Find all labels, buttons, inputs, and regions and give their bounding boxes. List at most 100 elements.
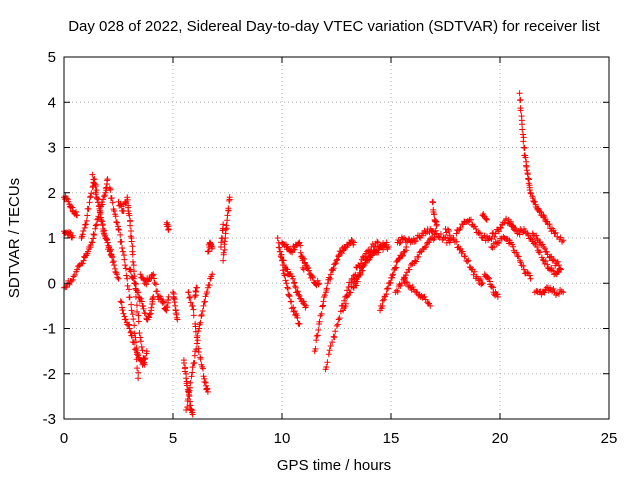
data-point: [129, 258, 136, 265]
data-point: [172, 302, 179, 309]
data-point: [137, 338, 144, 345]
data-point: [327, 271, 334, 278]
data-point: [187, 299, 194, 306]
data-point: [397, 282, 404, 289]
data-point: [148, 304, 155, 311]
data-point: [218, 239, 225, 246]
data-point: [197, 319, 204, 326]
data-point: [556, 265, 563, 272]
data-point: [318, 310, 325, 317]
data-point: [287, 248, 294, 255]
data-point: [206, 282, 213, 289]
data-point: [85, 205, 92, 212]
data-point: [224, 212, 231, 219]
data-point: [165, 225, 172, 232]
data-point: [515, 253, 522, 260]
data-point: [300, 266, 307, 273]
data-point: [123, 272, 130, 279]
data-point: [309, 274, 316, 281]
data-point: [149, 272, 156, 279]
data-point: [324, 359, 331, 366]
data-point: [189, 364, 196, 371]
data-point: [69, 276, 76, 283]
data-point: [488, 235, 495, 242]
data-point: [353, 282, 360, 289]
data-point: [118, 299, 125, 306]
data-point: [128, 307, 135, 314]
data-points: [61, 90, 567, 418]
data-point: [200, 365, 207, 372]
data-point: [133, 280, 140, 287]
data-point: [69, 232, 76, 239]
data-point: [470, 271, 477, 278]
data-point: [330, 333, 337, 340]
data-point: [477, 276, 484, 283]
data-point: [520, 262, 527, 269]
data-point: [516, 231, 523, 238]
data-point: [559, 238, 566, 245]
data-point: [551, 289, 558, 296]
data-point: [74, 212, 81, 219]
data-point: [189, 411, 196, 418]
data-point: [125, 322, 132, 329]
data-point: [524, 269, 531, 276]
data-point: [427, 302, 434, 309]
data-point: [456, 246, 463, 253]
data-point: [117, 298, 124, 305]
data-point: [74, 266, 81, 273]
data-point: [284, 285, 291, 292]
data-point: [379, 302, 386, 309]
data-point: [127, 268, 134, 275]
data-point: [89, 184, 96, 191]
data-point: [113, 269, 120, 276]
data-point: [495, 239, 502, 246]
data-point: [510, 243, 517, 250]
data-point: [289, 275, 296, 282]
data-point: [170, 289, 176, 296]
data-point: [145, 278, 152, 285]
data-point: [109, 259, 116, 266]
data-point: [510, 224, 517, 231]
data-point: [534, 235, 541, 242]
x-tick-label: 0: [60, 430, 68, 447]
data-point: [316, 280, 323, 287]
data-point: [412, 238, 419, 245]
data-point: [481, 232, 488, 239]
data-point: [379, 297, 386, 304]
data-point: [111, 262, 118, 269]
data-point: [390, 271, 397, 278]
data-point: [283, 280, 290, 287]
data-point: [205, 248, 212, 255]
data-point: [304, 264, 311, 271]
axis-ticks: 0 5 10 15 20 25 -3 -2 -1 0 1 2 3 4 5: [43, 49, 618, 447]
y-tick-label: 5: [48, 49, 56, 66]
data-point: [128, 301, 135, 308]
data-point: [173, 311, 180, 318]
data-point: [191, 359, 198, 366]
data-point: [327, 342, 334, 349]
data-point: [209, 244, 216, 251]
data-point: [159, 299, 166, 306]
data-point: [137, 295, 144, 302]
data-point: [550, 285, 557, 292]
y-tick-label: -2: [43, 366, 56, 383]
data-point: [80, 227, 87, 234]
data-point: [555, 291, 562, 298]
data-point: [542, 257, 549, 264]
data-point: [149, 295, 156, 302]
data-point: [83, 217, 90, 224]
data-point: [192, 328, 199, 335]
data-point: [525, 231, 532, 238]
data-point: [401, 275, 408, 282]
data-point: [300, 298, 307, 305]
data-point: [495, 228, 502, 235]
data-point: [445, 228, 452, 235]
data-point: [523, 167, 530, 174]
data-point: [374, 238, 381, 245]
data-point: [129, 311, 136, 318]
data-point: [554, 258, 561, 265]
data-point: [64, 196, 71, 203]
data-point: [99, 222, 106, 229]
data-point: [90, 179, 97, 186]
data-point: [193, 284, 200, 291]
